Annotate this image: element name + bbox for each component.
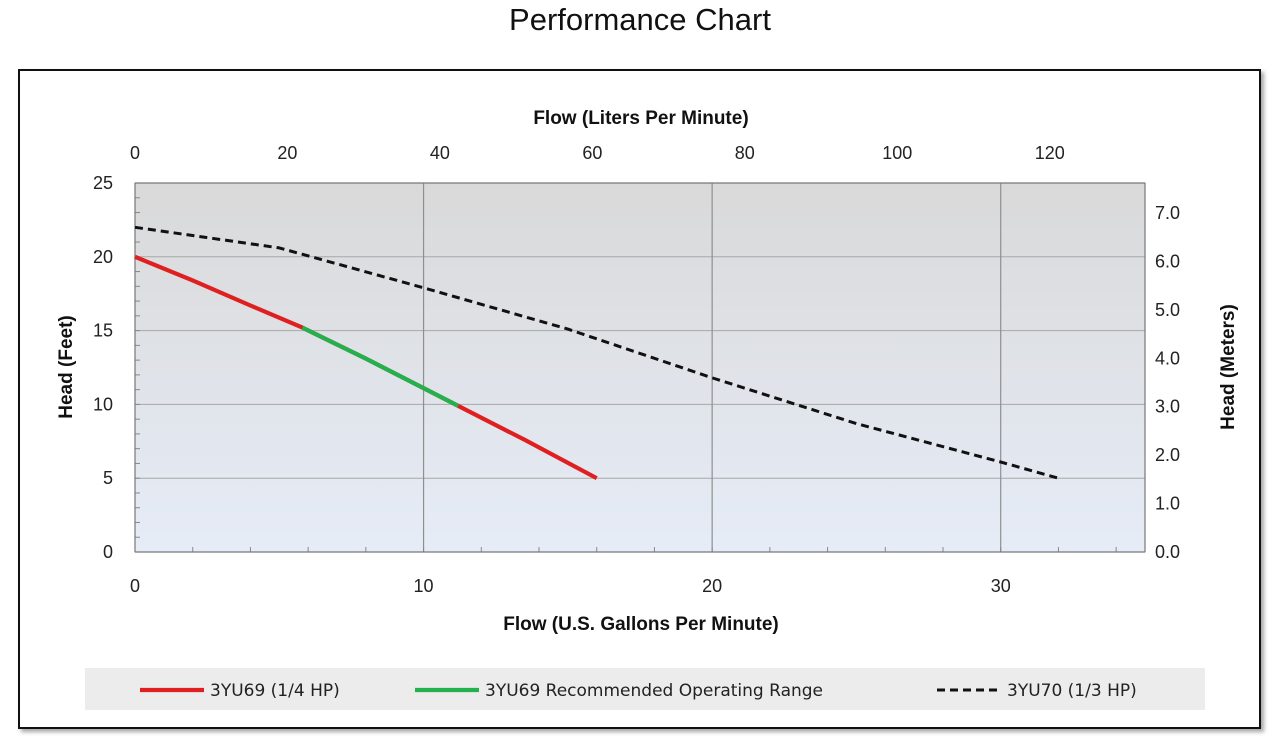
legend-label-2: 3YU70 (1/3 HP) xyxy=(1007,681,1137,701)
legend-box xyxy=(85,668,1205,710)
x-tick-label: 20 xyxy=(702,576,722,596)
x-top-tick-label: 100 xyxy=(882,143,912,163)
y-right-tick-label: 2.0 xyxy=(1155,445,1180,465)
x-tick-label: 30 xyxy=(991,576,1011,596)
legend-label-0: 3YU69 (1/4 HP) xyxy=(210,681,340,701)
x-top-tick-label: 120 xyxy=(1035,143,1065,163)
y-tick-label: 5 xyxy=(103,468,113,488)
x-top-tick-label: 80 xyxy=(735,143,755,163)
y-right-tick-label: 7.0 xyxy=(1155,203,1180,223)
series-line-1 xyxy=(301,325,460,408)
y-tick-label: 25 xyxy=(93,173,113,193)
y-axis-title: Head (Feet) xyxy=(56,315,77,418)
y-right-tick-label: 3.0 xyxy=(1155,397,1180,417)
x-tick-label: 0 xyxy=(130,576,140,596)
x-top-tick-label: 0 xyxy=(130,143,140,163)
x-top-tick-label: 60 xyxy=(582,143,602,163)
x-top-tick-label: 40 xyxy=(430,143,450,163)
series-line-2 xyxy=(134,225,1059,480)
y-right-tick-label: 6.0 xyxy=(1155,251,1180,271)
y-right-tick-label: 1.0 xyxy=(1155,494,1180,514)
y-tick-label: 0 xyxy=(103,542,113,562)
y-right-tick-label: 4.0 xyxy=(1155,348,1180,368)
y-right-tick-label: 5.0 xyxy=(1155,300,1180,320)
y-tick-label: 15 xyxy=(93,321,113,341)
plot-area xyxy=(134,182,1146,553)
y-tick-label: 20 xyxy=(93,247,113,267)
x-tick-label: 10 xyxy=(414,576,434,596)
x-axis-title: Flow (U.S. Gallons Per Minute) xyxy=(503,614,779,635)
y-tick-label: 10 xyxy=(93,394,113,414)
legend-label-1: 3YU69 Recommended Operating Range xyxy=(485,681,823,701)
x-top-tick-label: 20 xyxy=(277,143,297,163)
y-right-tick-label: 0.0 xyxy=(1155,542,1180,562)
x-axis-top-title: Flow (Liters Per Minute) xyxy=(533,108,748,129)
chart-title: Performance Chart xyxy=(509,2,771,37)
y-axis-right-title: Head (Meters) xyxy=(1218,304,1239,430)
